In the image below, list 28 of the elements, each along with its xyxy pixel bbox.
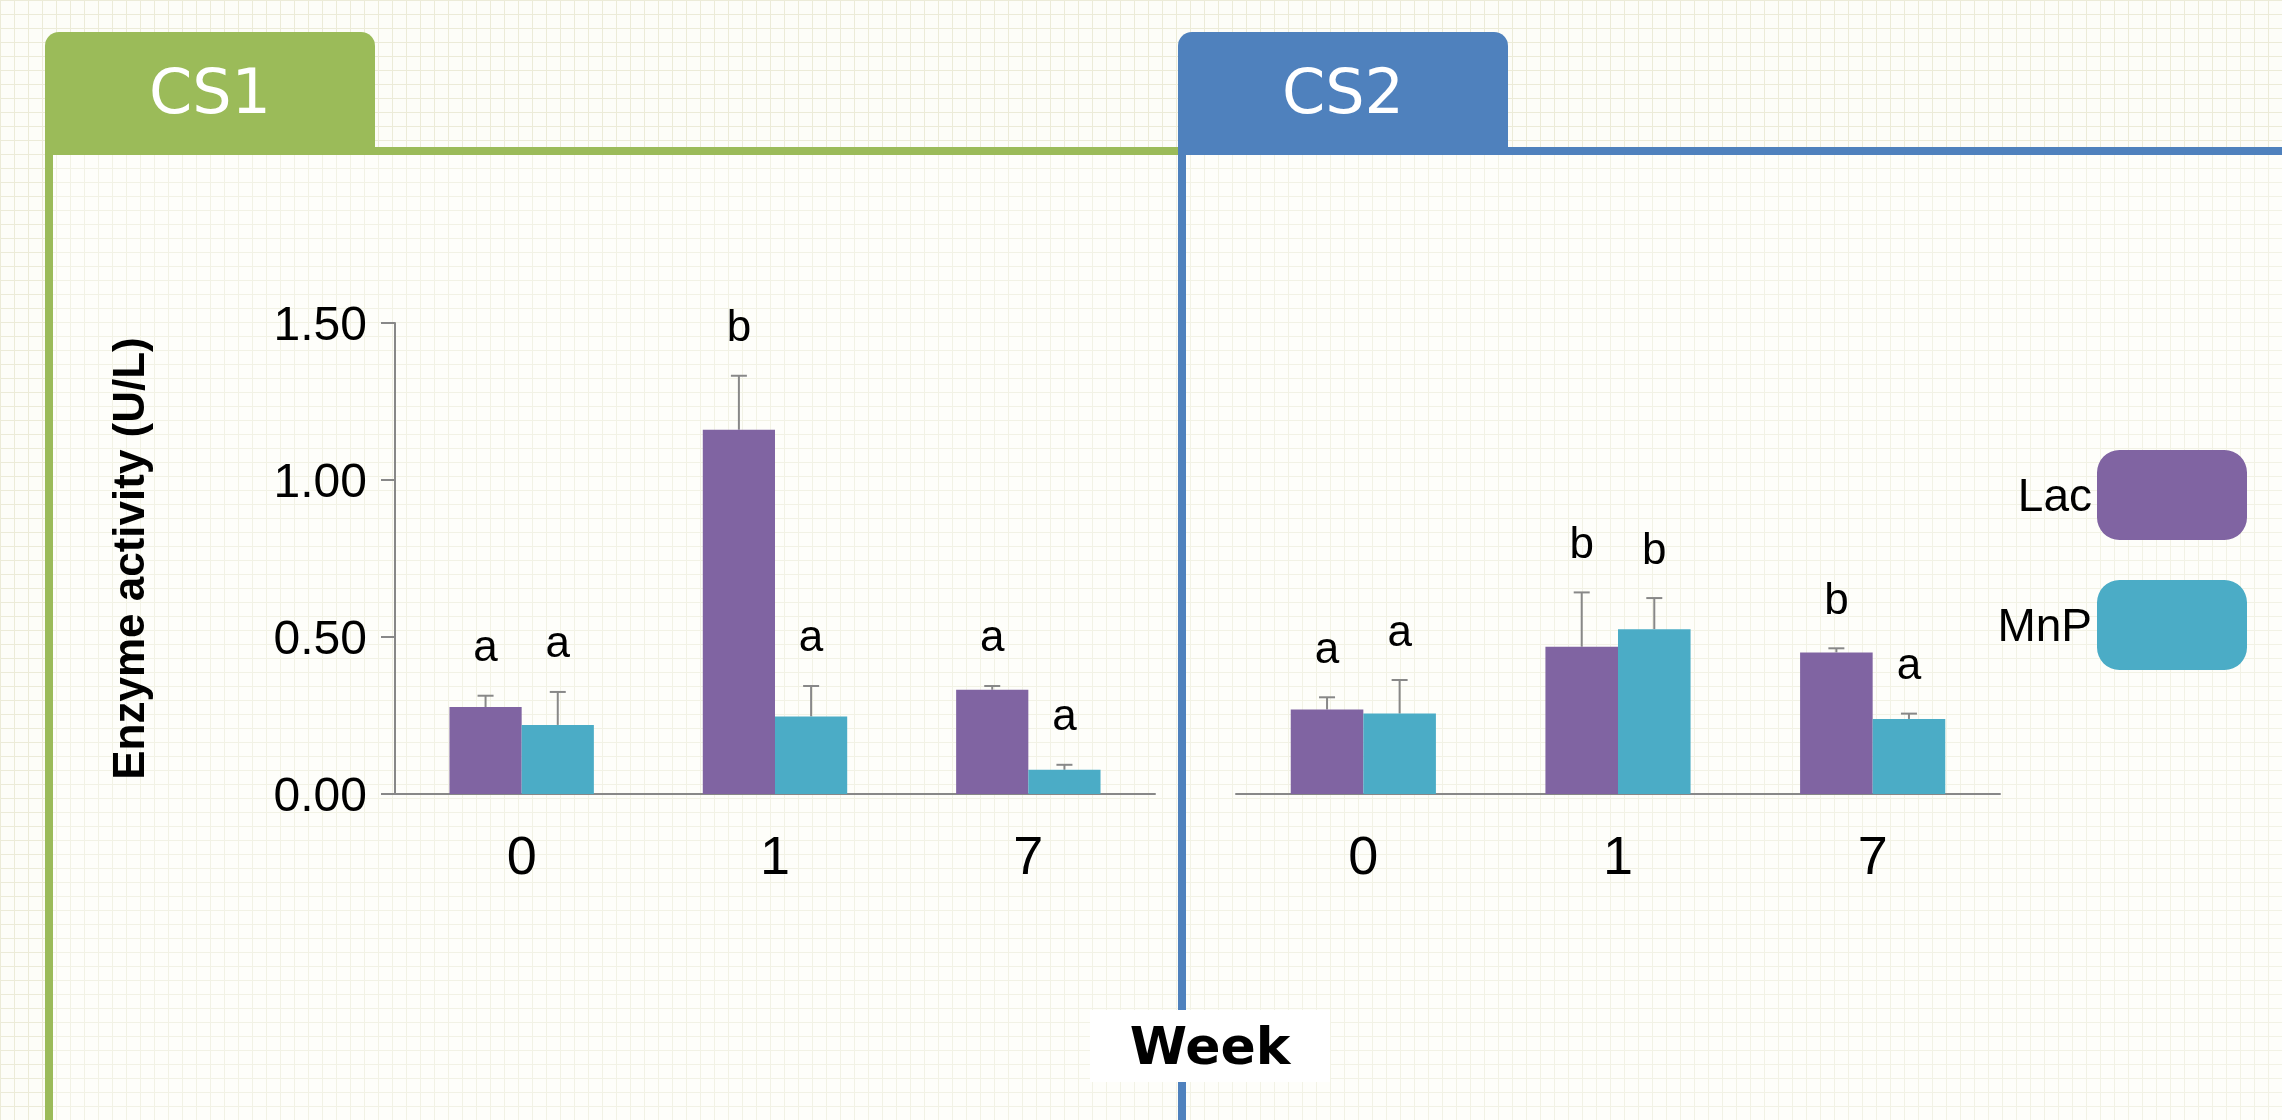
x-tick-label: 1 [1602, 825, 1634, 885]
annotation: a [979, 611, 1005, 661]
chart-title: CS2 [1178, 32, 1508, 150]
annotation: a [1052, 690, 1078, 740]
annotation: a [473, 621, 499, 671]
annotation: a [1896, 639, 1922, 689]
annotation: a [1314, 622, 1340, 672]
annotation: b [1569, 517, 1594, 567]
x-tick-label: 1 [759, 825, 791, 885]
annotation: a [1387, 605, 1413, 655]
x-tick-label: 0 [1348, 825, 1379, 885]
annotation: b [726, 301, 752, 351]
x-tick-label: 0 [506, 825, 537, 885]
legend-label: MnP [1997, 599, 2092, 651]
y-tick-label: 0.50 [273, 610, 367, 664]
y-tick-label: 0.00 [273, 767, 367, 821]
x-tick-label: 7 [1857, 825, 1888, 885]
legend-label: Lac [2017, 469, 2092, 521]
x-axis-title: Week [1090, 1010, 1330, 1082]
chart-title: CS1 [45, 32, 375, 150]
annotation: b [1824, 573, 1849, 623]
annotation: a [545, 617, 571, 667]
x-tick-label: 7 [1013, 825, 1044, 885]
annotation: b [1642, 523, 1667, 573]
y-tick-label: 1.00 [273, 453, 367, 507]
y-tick-label: 1.50 [273, 296, 367, 350]
annotation: a [798, 611, 824, 661]
y-axis-title: Enzyme activity (U/L) [103, 337, 153, 780]
